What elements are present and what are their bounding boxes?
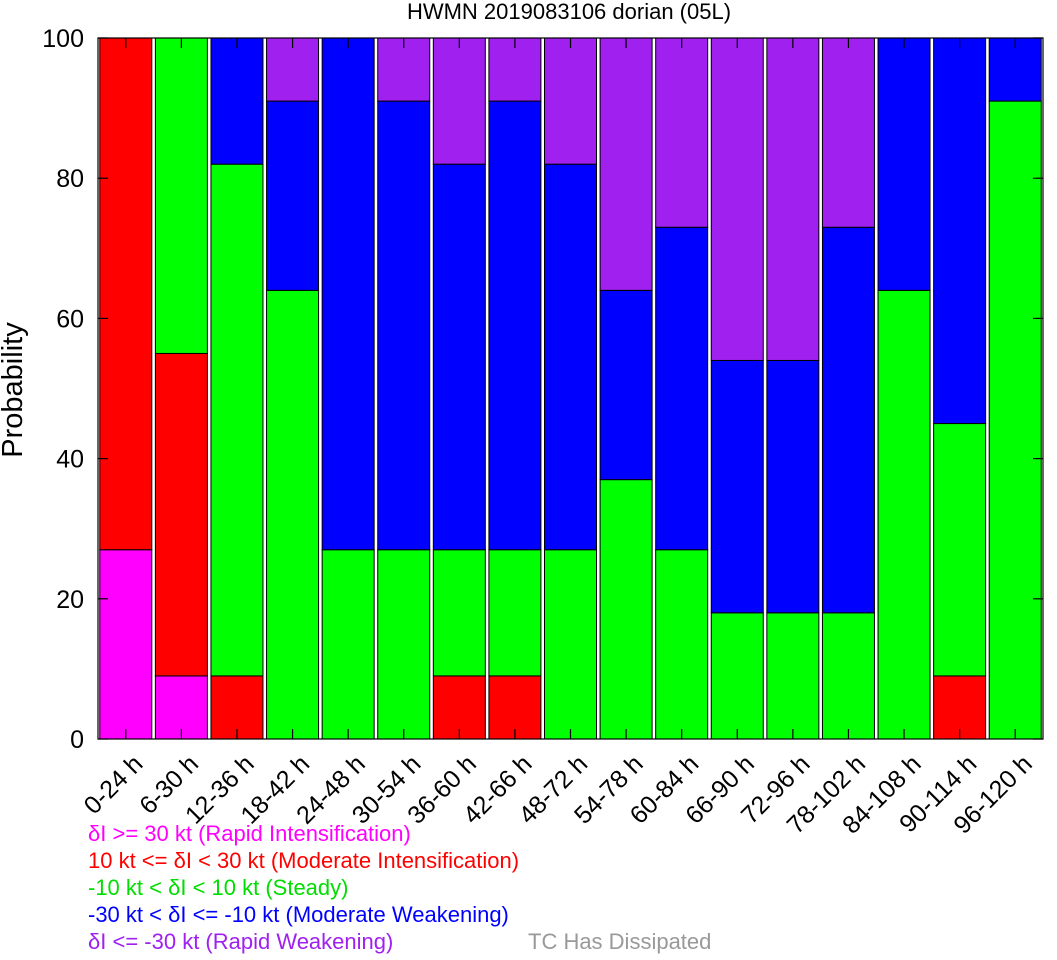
bar-segment-st-8 [544, 549, 597, 740]
bar-segment-ri-0 [99, 549, 153, 740]
bar-segment-mw-4 [321, 37, 375, 551]
bar-segment-rw-12 [766, 37, 820, 361]
bar-segment-mi-0 [99, 37, 153, 551]
bar-segment-rw-6 [432, 37, 486, 165]
legend-moderate-intensification: 10 kt <= δI < 30 kt (Moderate Intensific… [88, 848, 520, 873]
y-tick-label: 0 [70, 726, 84, 754]
bar-segment-rw-11 [710, 37, 764, 361]
y-tick-label: 40 [56, 446, 84, 474]
bar-segment-mi-2 [210, 675, 264, 740]
bar-segment-st-9 [599, 479, 653, 740]
bar-segment-st-3 [266, 289, 320, 740]
bar-segment-mw-9 [599, 289, 653, 481]
bar-segment-rw-9 [599, 37, 653, 291]
bar-segment-st-12 [766, 612, 820, 740]
bar-segment-rw-13 [821, 37, 875, 228]
y-tick-label: 80 [56, 165, 84, 193]
bar-segment-rw-5 [377, 37, 431, 102]
bar-segment-st-10 [655, 549, 709, 740]
bar-segment-mw-2 [210, 37, 264, 165]
y-axis-label: Probability [0, 322, 29, 458]
bar-segment-mw-6 [432, 163, 486, 551]
bar-segment-st-14 [877, 289, 931, 740]
bar-segment-st-4 [321, 549, 375, 740]
bar-segment-st-6 [432, 549, 486, 677]
bar-segment-mw-3 [266, 100, 320, 291]
legend-moderate-weakening: -30 kt < δI <= -10 kt (Moderate Weakenin… [88, 902, 509, 927]
bar-segment-mi-15 [933, 675, 987, 740]
legend-steady: -10 kt < δI < 10 kt (Steady) [88, 875, 349, 900]
chart-title: HWMN 2019083106 dorian (05L) [407, 0, 731, 24]
bar-segment-mw-13 [821, 226, 875, 614]
bar-segment-mi-7 [488, 675, 542, 740]
y-tick-label: 20 [56, 586, 84, 614]
x-tick-label: 0-24 h [79, 750, 149, 820]
legend-rapid-intensification: δI >= 30 kt (Rapid Intensification) [88, 821, 411, 846]
legend: δI >= 30 kt (Rapid Intensification) 10 k… [88, 820, 519, 955]
bar-segment-rw-10 [655, 37, 709, 228]
bars-group [99, 37, 1042, 740]
bar-segment-mw-7 [488, 100, 542, 551]
bar-segment-mw-10 [655, 226, 709, 551]
bar-segment-st-1 [154, 37, 208, 354]
bar-segment-st-16 [988, 100, 1042, 740]
bar-segment-mw-11 [710, 359, 764, 614]
bar-segment-rw-7 [488, 37, 542, 102]
bar-segment-mw-5 [377, 100, 431, 551]
bar-segment-st-7 [488, 549, 542, 677]
bar-segment-mw-15 [933, 37, 987, 425]
bar-segment-ri-1 [154, 675, 208, 740]
bar-segment-st-5 [377, 549, 431, 740]
bar-segment-mw-12 [766, 359, 820, 614]
y-tick-label: 60 [56, 305, 84, 333]
bar-segment-rw-8 [544, 37, 597, 165]
bar-segment-st-15 [933, 423, 987, 677]
legend-tc-dissipated: TC Has Dissipated [528, 929, 712, 954]
y-tick-label: 100 [42, 25, 84, 53]
legend-rapid-weakening: δI <= -30 kt (Rapid Weakening) [88, 929, 394, 954]
bar-segment-mi-1 [154, 352, 208, 677]
bar-segment-mw-8 [544, 163, 597, 551]
bar-segment-st-2 [210, 163, 264, 677]
bar-segment-mw-14 [877, 37, 931, 291]
bar-segment-st-13 [821, 612, 875, 740]
bar-segment-st-11 [710, 612, 764, 740]
bar-segment-mw-16 [988, 37, 1042, 102]
